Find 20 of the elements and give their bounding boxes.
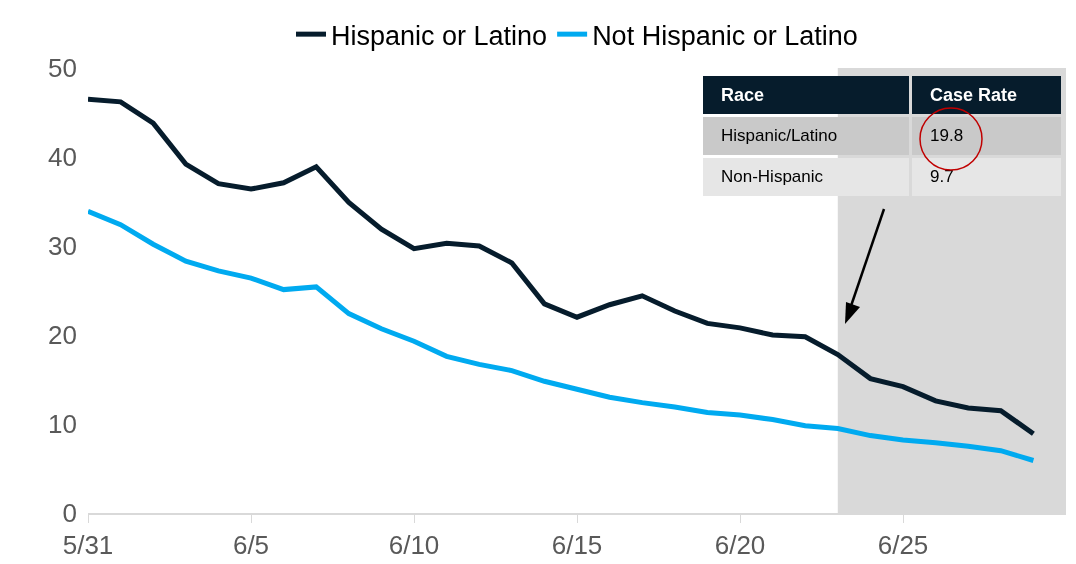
x-tick-label: 5/31 <box>62 530 114 561</box>
y-tick-label: 0 <box>62 498 77 529</box>
x-tick-label: 6/20 <box>714 530 766 561</box>
y-tick-label: 50 <box>48 53 77 84</box>
x-tick-label: 6/15 <box>551 530 603 561</box>
y-tick-label: 10 <box>48 409 77 440</box>
x-tick-label: 6/5 <box>232 530 270 561</box>
x-tick-label: 6/10 <box>388 530 440 561</box>
y-tick-label: 40 <box>48 142 77 173</box>
annotation: Non-Hispanic <box>703 158 909 196</box>
legend-label: Hispanic or Latino <box>331 20 548 51</box>
annotation: Case Rate <box>912 76 1061 114</box>
y-tick-label: 20 <box>48 320 77 351</box>
y-tick-label: 30 <box>48 231 77 262</box>
annotation: 9.7 <box>912 158 1061 196</box>
legend-label: Not Hispanic or Latino <box>592 20 858 51</box>
x-tick-label: 6/25 <box>877 530 929 561</box>
annotation: 19.8 <box>912 117 1061 155</box>
annotation: Hispanic/Latino <box>703 117 909 155</box>
annotation: Race <box>703 76 909 114</box>
